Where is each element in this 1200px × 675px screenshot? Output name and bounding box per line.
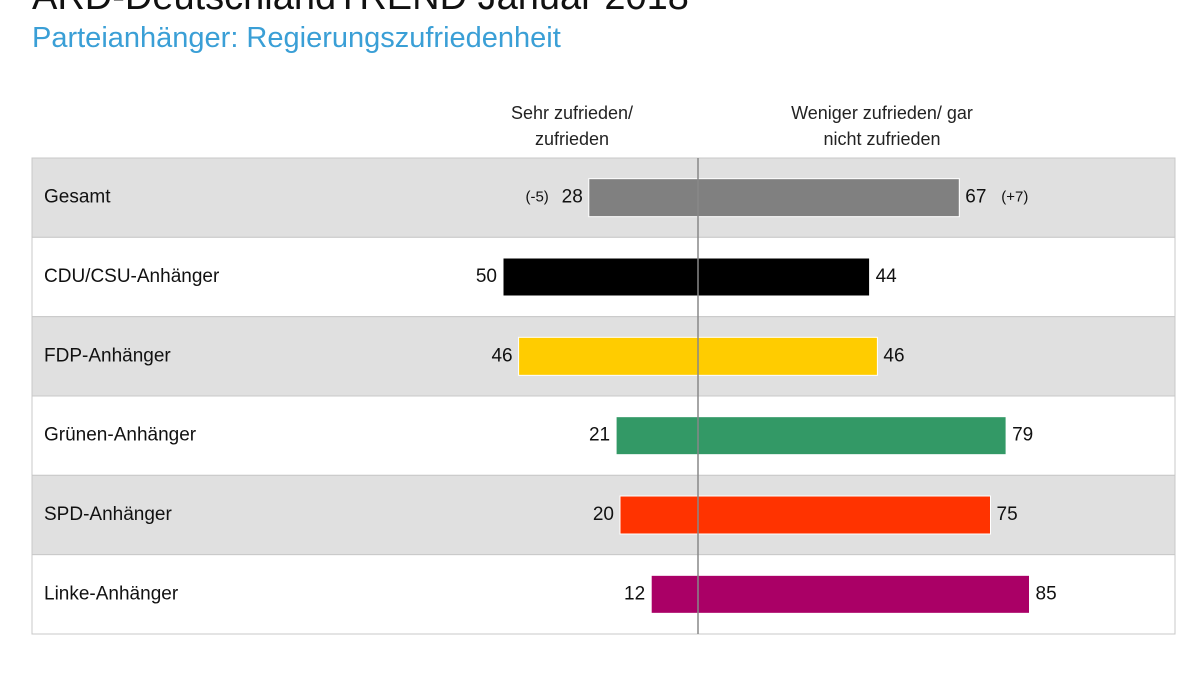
change-annotation: (+7) <box>1001 189 1028 206</box>
legend-left: Sehr zufrieden/ zufrieden <box>510 103 634 149</box>
category-label: Grünen-Anhänger <box>44 425 197 446</box>
value-label: 20 <box>593 504 614 525</box>
bar <box>518 336 699 376</box>
bar <box>650 574 699 614</box>
value-label: 75 <box>997 504 1018 525</box>
chart-subtitle: Parteianhänger: Regierungszufriedenheit <box>32 22 561 54</box>
bar <box>697 574 1030 614</box>
bar <box>697 336 878 376</box>
category-label: CDU/CSU-Anhänger <box>44 266 220 287</box>
bar <box>697 257 871 297</box>
bar <box>502 257 699 297</box>
legend-right: Weniger zufrieden/ gar nicht zufrieden <box>791 103 973 149</box>
category-label: FDP-Anhänger <box>44 345 171 366</box>
value-label: 67 <box>965 187 986 208</box>
value-label: 85 <box>1036 583 1057 604</box>
value-label: 44 <box>876 266 898 287</box>
value-label: 50 <box>476 266 497 287</box>
bar <box>697 495 991 535</box>
category-label: SPD-Anhänger <box>44 504 172 525</box>
chart-title: ARD-DeutschlandTREND Januar 2018 <box>32 0 689 19</box>
category-label: Linke-Anhänger <box>44 583 179 604</box>
value-label: 46 <box>491 345 512 366</box>
value-label: 21 <box>589 425 610 446</box>
category-label: Gesamt <box>44 187 111 208</box>
value-label: 46 <box>883 345 904 366</box>
bar <box>697 416 1007 456</box>
value-label: 28 <box>562 187 583 208</box>
bar <box>588 178 699 218</box>
bar <box>615 416 699 456</box>
bar <box>697 178 960 218</box>
value-label: 79 <box>1012 425 1033 446</box>
change-annotation: (-5) <box>525 189 548 206</box>
bar <box>619 495 699 535</box>
value-label: 12 <box>624 583 645 604</box>
